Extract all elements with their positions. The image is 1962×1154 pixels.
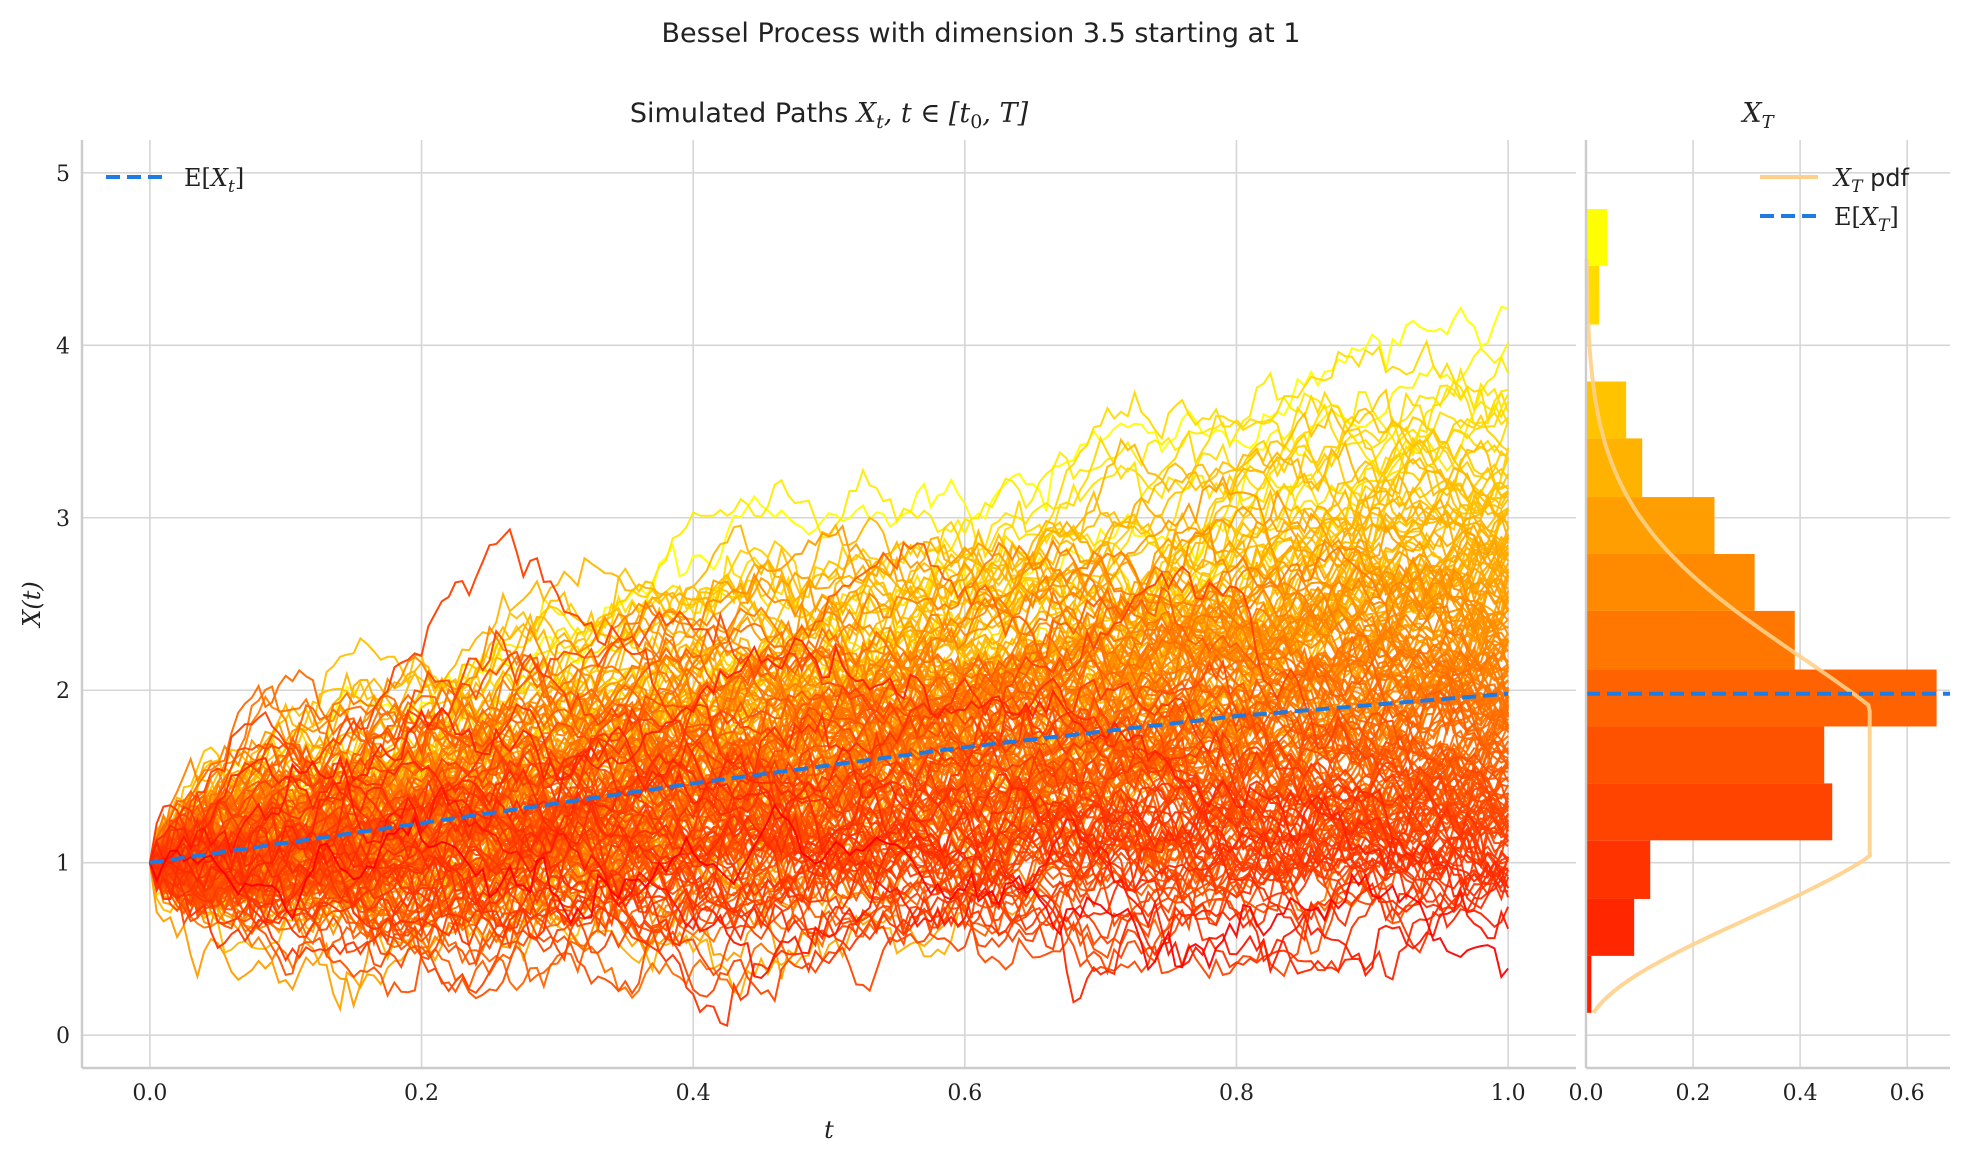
paths-xtick-label: 0.8 (1219, 1081, 1254, 1106)
paths-xlabel: t (824, 1116, 834, 1144)
histogram-bar (1586, 208, 1608, 266)
histogram-ticks: 0.0 0.2 0.4 0.6 (1569, 1081, 1925, 1106)
histogram-spines (1584, 140, 1950, 1070)
histogram-pdf-group (1584, 258, 1872, 1014)
paths-xtick-label: 0.6 (947, 1081, 982, 1106)
histogram-bar (1586, 955, 1592, 1013)
histogram-xtick-label: 0.6 (1890, 1081, 1925, 1106)
histogram-axes: 0.0 0.2 0.4 0.6 XT XT pdf E[XT] (1569, 98, 1950, 1106)
sample-path (148, 676, 1510, 907)
sample-path (148, 637, 1510, 929)
sample-path (149, 707, 1510, 888)
paths-ytick-label: 5 (56, 162, 70, 187)
histogram-bar (1586, 726, 1825, 784)
sample-path (149, 658, 1509, 930)
histogram-bar (1586, 669, 1937, 727)
histogram-title: XT (1740, 98, 1775, 133)
sample-path (148, 804, 1509, 930)
histogram-xtick-label: 0.4 (1783, 1081, 1818, 1106)
histogram-xtick-label: 0.0 (1569, 1081, 1604, 1106)
paths-ticks: 0.0 0.2 0.4 0.6 0.8 1.0 0 1 2 3 4 5 (56, 162, 1526, 1106)
sample-path (149, 527, 1509, 904)
paths-ytick-label: 4 (56, 334, 70, 359)
paths-legend: E[Xt] (106, 164, 244, 197)
histogram-bar (1586, 610, 1795, 670)
paths-ytick-label: 0 (56, 1024, 70, 1049)
sample-path (149, 678, 1510, 929)
sample-path (148, 565, 1509, 863)
paths-xtick-label: 0.4 (676, 1081, 711, 1106)
sample-path (149, 754, 1510, 980)
paths-ytick-label: 1 (56, 852, 70, 877)
legend-label-mean: E[XT] (1834, 203, 1899, 236)
sample-path (149, 745, 1509, 906)
histogram-bar (1586, 898, 1635, 956)
sample-path (148, 783, 1509, 947)
paths-xtick-label: 1.0 (1491, 1081, 1526, 1106)
paths-xtick-label: 0.2 (404, 1081, 439, 1106)
sample-path (149, 712, 1509, 966)
expectation-line (149, 691, 1509, 865)
expectation-line-group (149, 691, 1509, 865)
sample-path (149, 797, 1509, 977)
figure-suptitle: Bessel Process with dimension 3.5 starti… (662, 18, 1301, 49)
histogram-xtick-label: 0.2 (1676, 1081, 1711, 1106)
sample-path (149, 482, 1509, 864)
paths-xtick-label: 0.0 (132, 1081, 167, 1106)
histogram-bars (1586, 208, 1937, 1013)
sample-path (149, 681, 1509, 923)
sample-path (149, 609, 1510, 883)
paths-ytick-label: 2 (56, 679, 70, 704)
sample-path (148, 504, 1509, 863)
paths-spines (80, 140, 1576, 1070)
histogram-bar (1586, 783, 1833, 841)
legend-label-expectation: E[Xt] (184, 164, 244, 197)
histogram-bar (1586, 497, 1715, 554)
histogram-bar (1586, 840, 1651, 899)
sample-path (148, 625, 1510, 896)
paths-title: Simulated Paths Xt, t ∈ [t0, T] (630, 98, 1029, 133)
paths-ylabel: X(t) (18, 581, 46, 628)
simulated-paths (148, 305, 1510, 1027)
paths-axes: 0.0 0.2 0.4 0.6 0.8 1.0 0 1 2 3 4 5 Simulated Paths… (18, 98, 1576, 1144)
sample-path (149, 740, 1509, 905)
sample-path (148, 802, 1509, 980)
paths-ytick-label: 3 (56, 507, 70, 532)
sample-path (148, 474, 1509, 1010)
sample-path (148, 623, 1509, 895)
sample-path (149, 700, 1509, 908)
legend-label-pdf: XT pdf (1832, 164, 1910, 197)
sample-path (149, 787, 1509, 947)
histogram-legend: XT pdf E[XT] (1760, 164, 1910, 236)
pdf-curve (1584, 258, 1872, 1014)
histogram-bar (1586, 553, 1755, 611)
